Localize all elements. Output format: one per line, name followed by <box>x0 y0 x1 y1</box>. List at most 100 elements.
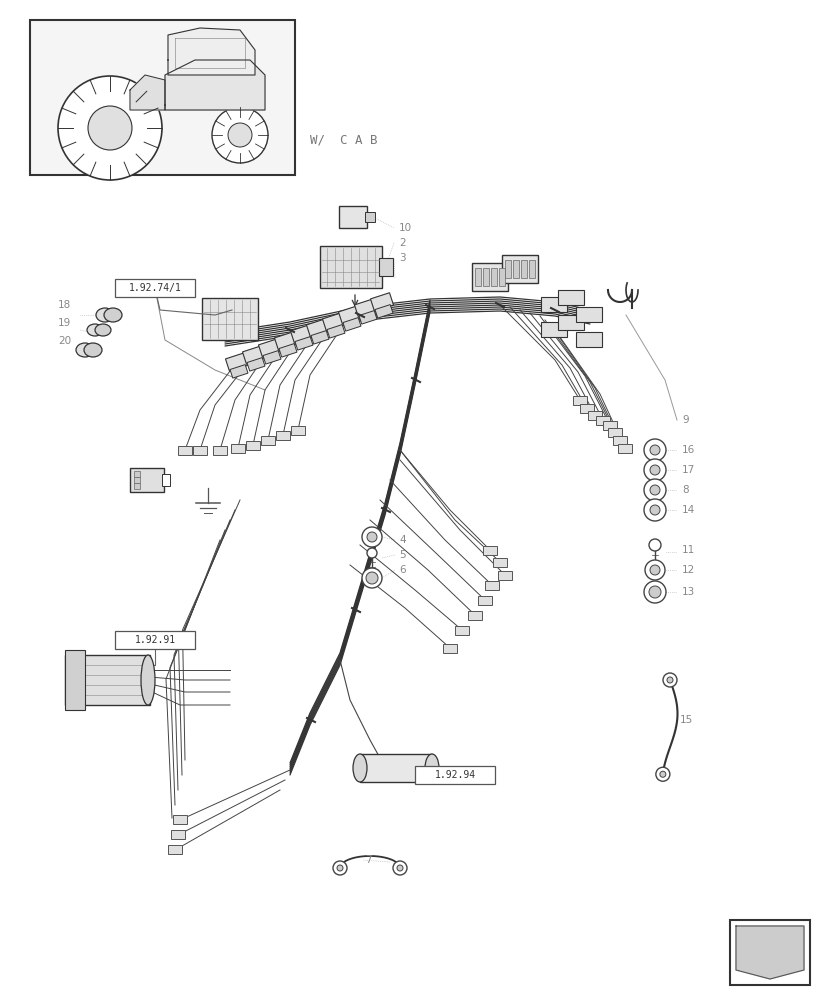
Bar <box>242 346 265 364</box>
Ellipse shape <box>76 343 94 357</box>
Bar <box>482 546 496 554</box>
Circle shape <box>649 465 659 475</box>
Bar <box>311 331 328 344</box>
Bar <box>306 319 329 337</box>
Bar <box>130 468 164 492</box>
Bar <box>520 260 526 278</box>
Circle shape <box>643 439 665 461</box>
Text: 7: 7 <box>365 855 371 865</box>
Bar <box>501 255 538 283</box>
Bar <box>246 440 260 450</box>
Text: 8: 8 <box>681 485 688 495</box>
Bar <box>171 830 184 839</box>
Polygon shape <box>165 60 265 110</box>
Circle shape <box>332 861 347 875</box>
Bar <box>168 845 182 854</box>
Circle shape <box>649 565 659 575</box>
Bar <box>540 322 566 337</box>
Circle shape <box>643 581 665 603</box>
Text: 19: 19 <box>58 318 71 328</box>
Bar <box>576 307 601 322</box>
Bar <box>231 444 245 452</box>
Bar <box>134 477 140 483</box>
Bar <box>173 815 187 824</box>
Ellipse shape <box>87 324 103 336</box>
Bar <box>557 315 583 330</box>
Circle shape <box>644 560 664 580</box>
Bar <box>587 410 601 420</box>
Bar <box>557 290 583 305</box>
Bar <box>342 318 361 331</box>
Bar <box>134 483 140 489</box>
Bar <box>617 444 631 452</box>
Circle shape <box>88 106 131 150</box>
Bar <box>279 344 297 357</box>
Bar <box>612 436 626 444</box>
Bar <box>490 268 496 286</box>
Circle shape <box>643 479 665 501</box>
Bar <box>579 403 593 412</box>
Text: 13: 13 <box>681 587 695 597</box>
Bar <box>359 311 376 324</box>
Polygon shape <box>735 926 803 979</box>
Bar <box>602 420 616 430</box>
Circle shape <box>643 499 665 521</box>
Circle shape <box>58 76 162 180</box>
Circle shape <box>393 861 407 875</box>
Bar <box>513 260 519 278</box>
Ellipse shape <box>96 308 114 322</box>
Text: 14: 14 <box>681 505 695 515</box>
Bar <box>442 644 457 652</box>
Bar <box>193 446 207 454</box>
Bar <box>360 754 432 782</box>
Ellipse shape <box>141 655 155 705</box>
Text: 5: 5 <box>399 550 405 560</box>
Bar <box>30 20 294 175</box>
Bar <box>290 426 304 434</box>
Text: 6: 6 <box>399 565 405 575</box>
Bar <box>327 325 345 338</box>
Bar <box>455 626 468 635</box>
Circle shape <box>643 459 665 481</box>
Text: 9: 9 <box>681 415 688 425</box>
Bar <box>471 263 508 291</box>
Text: 20: 20 <box>58 336 71 346</box>
Bar <box>528 260 534 278</box>
Circle shape <box>337 865 342 871</box>
Bar <box>202 298 258 340</box>
Bar <box>258 339 281 357</box>
Bar <box>595 416 609 424</box>
Bar <box>65 650 85 710</box>
Bar <box>607 428 621 436</box>
Bar <box>499 268 504 286</box>
Text: 3: 3 <box>399 253 405 263</box>
Circle shape <box>212 107 268 163</box>
Bar <box>319 246 381 288</box>
Bar <box>261 436 275 444</box>
Bar <box>365 212 375 222</box>
Bar <box>294 337 313 350</box>
Text: 18: 18 <box>58 300 71 310</box>
Ellipse shape <box>84 343 102 357</box>
Bar <box>485 580 499 589</box>
Polygon shape <box>130 75 165 110</box>
Bar <box>477 595 491 604</box>
Text: 11: 11 <box>681 545 695 555</box>
Bar <box>290 325 313 343</box>
Text: 10: 10 <box>399 223 412 233</box>
Bar <box>576 332 601 347</box>
Bar <box>162 474 170 486</box>
Circle shape <box>361 568 381 588</box>
Bar <box>572 395 586 404</box>
Circle shape <box>662 673 676 687</box>
Polygon shape <box>168 28 255 75</box>
Bar <box>540 297 566 312</box>
Bar <box>115 631 195 649</box>
Text: W/  C A B: W/ C A B <box>309 134 377 147</box>
Circle shape <box>366 548 376 558</box>
Bar <box>370 293 393 311</box>
Text: 17: 17 <box>681 465 695 475</box>
Bar <box>213 446 227 454</box>
Text: 12: 12 <box>681 565 695 575</box>
Bar <box>482 268 489 286</box>
